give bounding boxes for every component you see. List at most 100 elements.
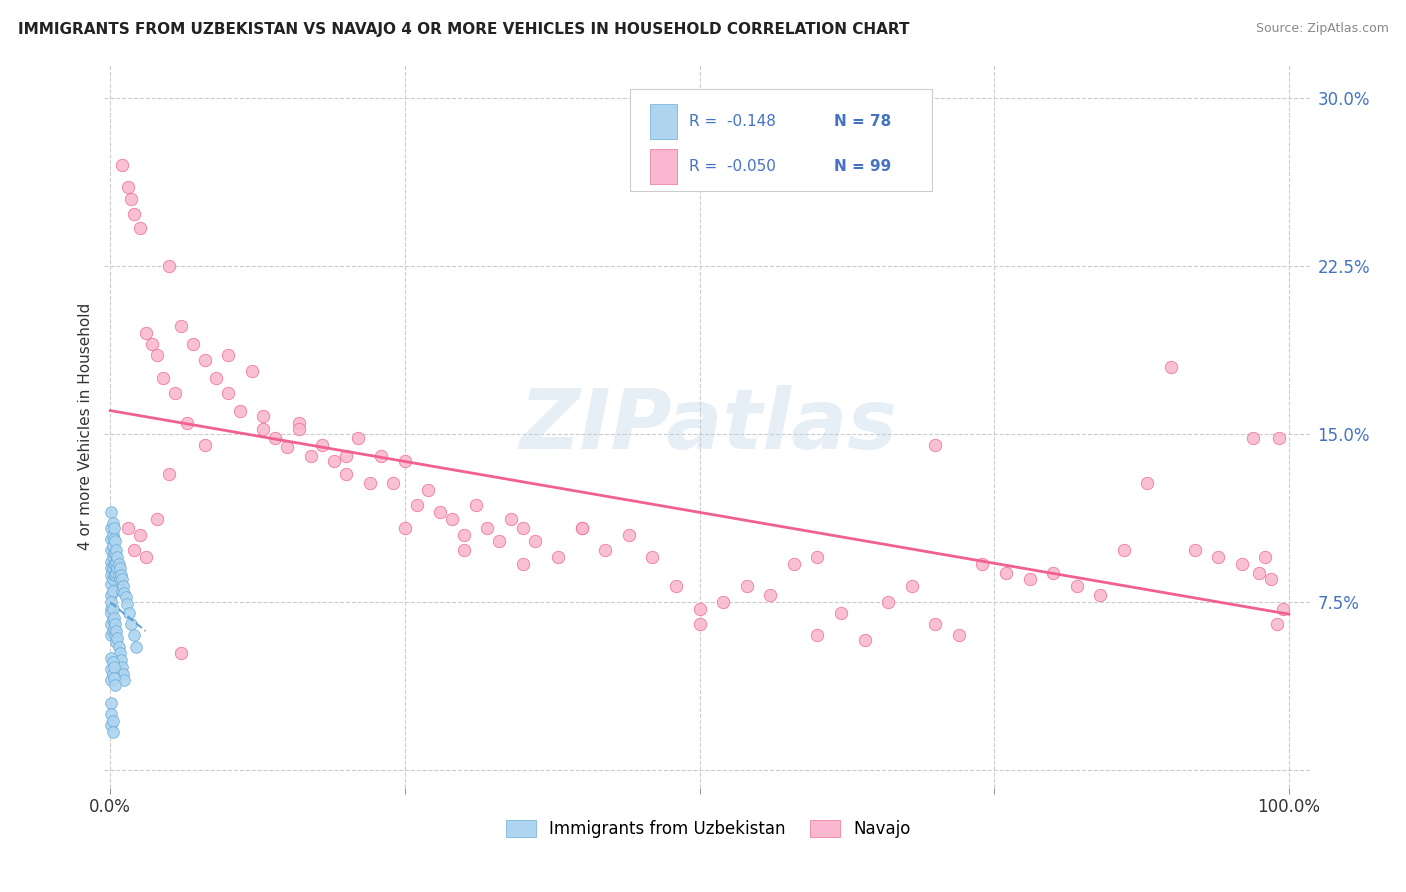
Point (240, 364, 263, 378)
Point (112, 586, 135, 600)
Point (100, 561, 122, 575)
Point (665, 579, 688, 593)
Y-axis label: 4 or more Vehicles in Household: 4 or more Vehicles in Household (79, 302, 93, 549)
Point (311, 438, 333, 452)
Point (100, 577, 122, 591)
Point (1271, 601, 1294, 615)
Point (429, 505, 451, 519)
Point (453, 527, 475, 541)
Point (110, 568, 132, 582)
Point (100, 662, 122, 676)
Point (117, 521, 139, 535)
Point (100, 595, 122, 609)
Point (118, 606, 141, 620)
Point (108, 646, 131, 660)
Point (1243, 431, 1265, 445)
Point (1136, 476, 1159, 491)
Point (276, 440, 298, 454)
Text: ZIPatlas: ZIPatlas (519, 385, 897, 467)
Point (418, 483, 440, 497)
Point (323, 453, 346, 467)
Point (359, 476, 381, 491)
Point (101, 724, 124, 739)
Point (252, 409, 274, 423)
Point (100, 588, 122, 602)
Point (103, 568, 125, 582)
Point (170, 646, 193, 660)
Point (100, 555, 122, 569)
Point (100, 543, 122, 558)
Point (205, 371, 228, 385)
Point (689, 601, 711, 615)
Point (107, 640, 129, 654)
Point (100, 673, 122, 688)
Point (122, 543, 145, 558)
Point (100, 521, 122, 535)
Point (105, 631, 128, 645)
Point (101, 516, 124, 531)
Point (101, 666, 124, 681)
Point (488, 534, 510, 549)
Point (117, 180, 139, 194)
Point (100, 568, 122, 582)
Point (464, 499, 486, 513)
Point (370, 449, 392, 463)
Point (100, 601, 122, 615)
Point (112, 666, 135, 681)
Point (101, 714, 124, 728)
Point (924, 438, 946, 452)
Point (900, 579, 922, 593)
Point (1249, 566, 1271, 580)
Point (948, 628, 970, 642)
Point (176, 416, 198, 430)
Point (146, 512, 169, 526)
Point (103, 532, 125, 546)
Point (105, 543, 128, 558)
Point (108, 561, 131, 575)
Point (924, 617, 946, 632)
Point (104, 568, 127, 582)
Point (1160, 359, 1182, 374)
Point (114, 591, 136, 605)
Point (100, 706, 122, 721)
Point (108, 573, 131, 587)
Text: N = 99: N = 99 (834, 159, 891, 174)
Point (335, 449, 357, 463)
Point (877, 595, 900, 609)
Point (453, 543, 475, 558)
Point (593, 543, 616, 558)
Point (115, 597, 138, 611)
Point (100, 532, 122, 546)
Point (512, 521, 534, 535)
Point (125, 640, 148, 654)
Point (122, 628, 145, 642)
Point (107, 568, 129, 582)
Point (121, 617, 143, 632)
Point (111, 573, 134, 587)
Point (288, 422, 311, 436)
Point (1184, 543, 1206, 558)
Point (165, 386, 187, 401)
Point (193, 352, 215, 367)
Point (128, 527, 150, 541)
Point (1265, 617, 1288, 632)
Point (641, 549, 664, 564)
Point (170, 319, 193, 334)
Point (617, 527, 640, 541)
Point (523, 534, 546, 549)
Point (252, 422, 274, 436)
Point (217, 386, 239, 401)
Point (100, 606, 122, 620)
Point (1112, 543, 1135, 558)
Point (122, 207, 145, 221)
Point (806, 549, 828, 564)
Point (101, 549, 124, 564)
Legend: Immigrants from Uzbekistan, Navajo: Immigrants from Uzbekistan, Navajo (499, 814, 918, 845)
Point (157, 259, 180, 273)
Point (103, 660, 125, 674)
Point (100, 617, 122, 632)
Point (101, 573, 124, 587)
Point (103, 545, 125, 559)
Point (104, 678, 127, 692)
Point (112, 579, 135, 593)
